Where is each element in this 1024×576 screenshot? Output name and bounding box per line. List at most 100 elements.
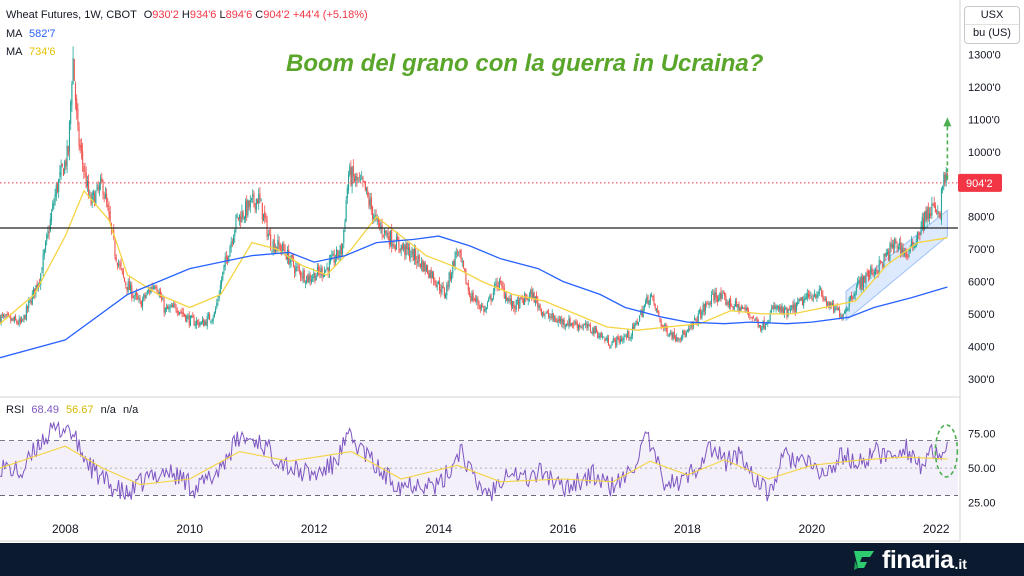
candle-body xyxy=(453,260,455,268)
unit-label: bu (US) xyxy=(965,24,1019,42)
candle-body xyxy=(884,253,886,257)
candle-body xyxy=(520,296,522,298)
candle-body xyxy=(496,282,498,288)
candle-body xyxy=(267,234,269,237)
candle-body xyxy=(441,285,443,293)
candle-body xyxy=(395,237,397,250)
candle-body xyxy=(648,301,650,306)
candle-body xyxy=(207,314,209,316)
candle-body xyxy=(601,336,603,337)
candle-body xyxy=(21,319,23,323)
candle-body xyxy=(514,308,516,311)
candle-body xyxy=(326,267,328,269)
candle-body xyxy=(714,291,716,301)
candle-body xyxy=(568,318,570,327)
candle-body xyxy=(657,309,659,312)
candle-body xyxy=(805,297,807,299)
candle-body xyxy=(380,226,382,228)
candle-body xyxy=(710,294,712,305)
candle-body xyxy=(209,314,211,321)
candle-body xyxy=(74,83,76,101)
candle-body xyxy=(533,292,535,303)
candle-body xyxy=(280,249,282,251)
candle-body xyxy=(43,250,45,256)
candle-body xyxy=(159,290,161,298)
candle-body xyxy=(816,295,818,298)
candle-body xyxy=(683,330,685,335)
candle-body xyxy=(243,216,245,220)
candle-body xyxy=(419,263,421,267)
candle-body xyxy=(549,316,551,318)
candle-body xyxy=(379,222,381,227)
candle-body xyxy=(356,173,358,181)
candle-body xyxy=(268,234,270,236)
candle-body xyxy=(907,255,909,257)
candle-body xyxy=(479,306,481,310)
currency-label: USX xyxy=(980,9,1004,21)
candle-body xyxy=(531,289,533,300)
candle-body xyxy=(501,282,503,286)
candle-body xyxy=(636,321,638,324)
candle-body xyxy=(367,190,369,196)
candle-body xyxy=(235,215,237,230)
candle-body xyxy=(201,320,203,323)
candle-body xyxy=(70,101,72,125)
candle-body xyxy=(0,316,1,323)
candle-body xyxy=(813,293,815,297)
candle-body xyxy=(411,248,413,255)
candle-body xyxy=(52,203,54,211)
candle-body xyxy=(486,303,488,307)
candle-body xyxy=(518,299,520,310)
candle-body xyxy=(64,161,66,174)
candle-body xyxy=(143,294,145,299)
candle-body xyxy=(865,272,867,284)
last-price-tag xyxy=(958,173,1002,192)
candle-body xyxy=(616,336,618,347)
candle-body xyxy=(343,229,345,243)
unit-selector[interactable]: USX bu (US) xyxy=(964,6,1020,44)
candle-body xyxy=(687,330,689,332)
candle-body xyxy=(388,236,390,245)
candle-body xyxy=(183,313,185,316)
candle-body xyxy=(261,202,263,220)
candle-body xyxy=(223,264,225,272)
candle-body xyxy=(95,191,97,204)
candle-body xyxy=(589,325,591,331)
candle-body xyxy=(152,286,154,290)
candle-body xyxy=(163,299,165,313)
candle-body xyxy=(919,233,921,235)
candle-body xyxy=(613,338,615,340)
ma-fast-legend[interactable]: MA 734'6 xyxy=(6,46,56,58)
candle-body xyxy=(413,249,415,260)
candle-body xyxy=(181,311,183,314)
candle-body xyxy=(41,272,43,273)
candle-body xyxy=(24,315,26,320)
rsi-legend[interactable]: RSI 68.49 56.67 n/a n/a xyxy=(6,404,138,416)
candle-body xyxy=(134,293,136,296)
candle-body xyxy=(842,314,844,317)
candle-body xyxy=(115,257,117,261)
candle-body xyxy=(42,255,44,271)
candle-body xyxy=(889,244,891,261)
candle-body xyxy=(852,298,854,299)
candle-body xyxy=(422,260,424,272)
candle-body xyxy=(352,165,354,177)
candle-body xyxy=(807,293,809,297)
candle-body xyxy=(939,213,941,219)
candle-body xyxy=(851,295,853,299)
brand-logo[interactable]: finaria .it xyxy=(852,546,967,574)
candle-body xyxy=(310,279,312,283)
candle-body xyxy=(72,57,74,84)
candle-body xyxy=(780,305,782,313)
candle-body xyxy=(475,299,477,301)
candle-body xyxy=(681,337,683,339)
candle-body xyxy=(707,303,709,305)
candle-body xyxy=(25,306,27,321)
candle-body xyxy=(670,332,672,335)
candle-body xyxy=(584,324,586,326)
candle-body xyxy=(810,296,812,297)
candle-body xyxy=(779,307,781,311)
candle-body xyxy=(902,247,904,254)
candle-body xyxy=(442,286,444,288)
ma-slow-legend[interactable]: MA 582'7 xyxy=(6,28,56,40)
